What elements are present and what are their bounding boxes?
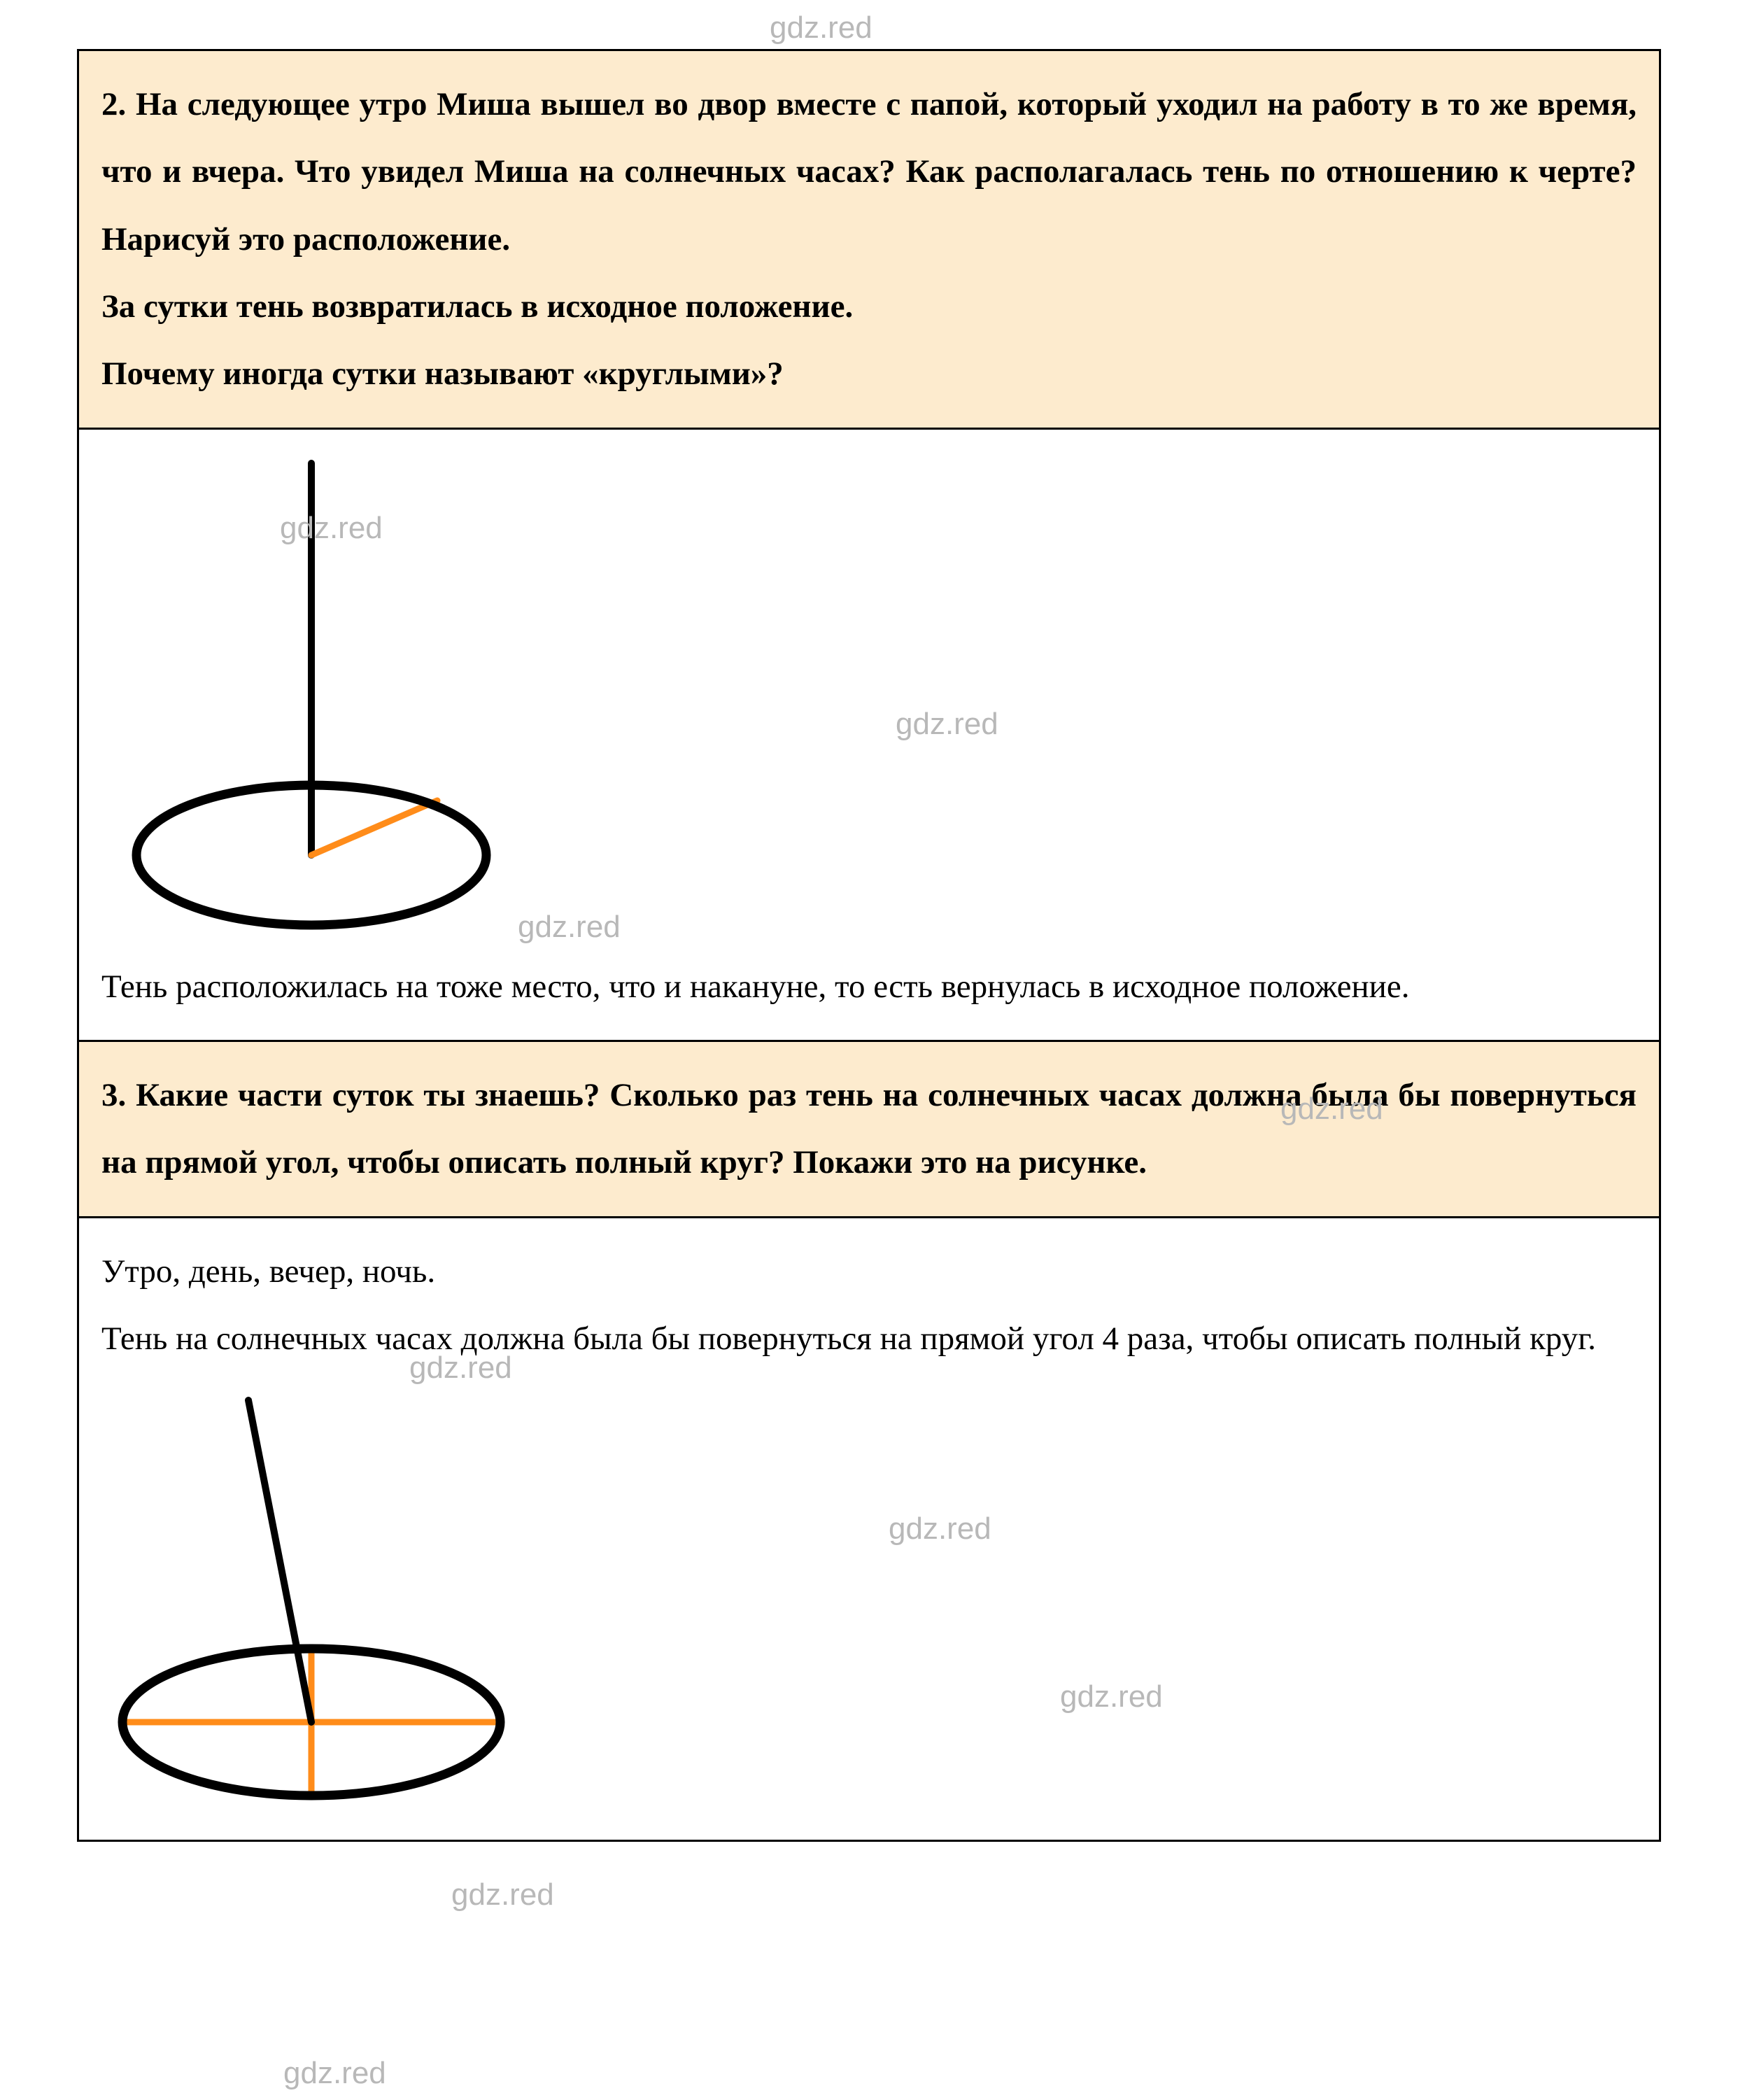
sundial-svg-1 [101,449,556,953]
question-2-text-1: 2. На следующее утро Миша вышел во двор … [101,71,1637,273]
sundial-stick-2 [248,1400,311,1722]
question-3-text: 3. Какие части суток ты знаешь? Сколько … [101,1062,1637,1197]
question-2-text-3: Почему иногда сутки называют «круглыми»? [101,340,1637,407]
answer-2-text: Тень расположилась на тоже место, что и … [101,953,1637,1020]
answer-2-cell: Тень расположилась на тоже место, что и … [78,428,1660,1041]
sundial-svg-2 [101,1372,556,1820]
sundial-shadow-ray [311,801,437,855]
question-3-cell: 3. Какие части суток ты знаешь? Сколько … [78,1041,1660,1218]
content-table: 2. На следующее утро Миша вышел во двор … [77,49,1661,1842]
watermark: gdz.red [770,10,872,45]
sundial-diagram-1 [101,449,1637,953]
watermark: gdz.red [451,1877,554,1912]
answer-3-text-1: Утро, день, вечер, ночь. [101,1238,1637,1305]
question-2-text-2: За сутки тень возвратилась в исходное по… [101,273,1637,340]
answer-3-text-2: Тень на солнечных часах должна была бы п… [101,1305,1637,1372]
sundial-diagram-2 [101,1372,1637,1820]
watermark: gdz.red [283,2056,386,2091]
question-2-cell: 2. На следующее утро Миша вышел во двор … [78,50,1660,429]
answer-3-cell: Утро, день, вечер, ночь. Тень на солнечн… [78,1217,1660,1841]
